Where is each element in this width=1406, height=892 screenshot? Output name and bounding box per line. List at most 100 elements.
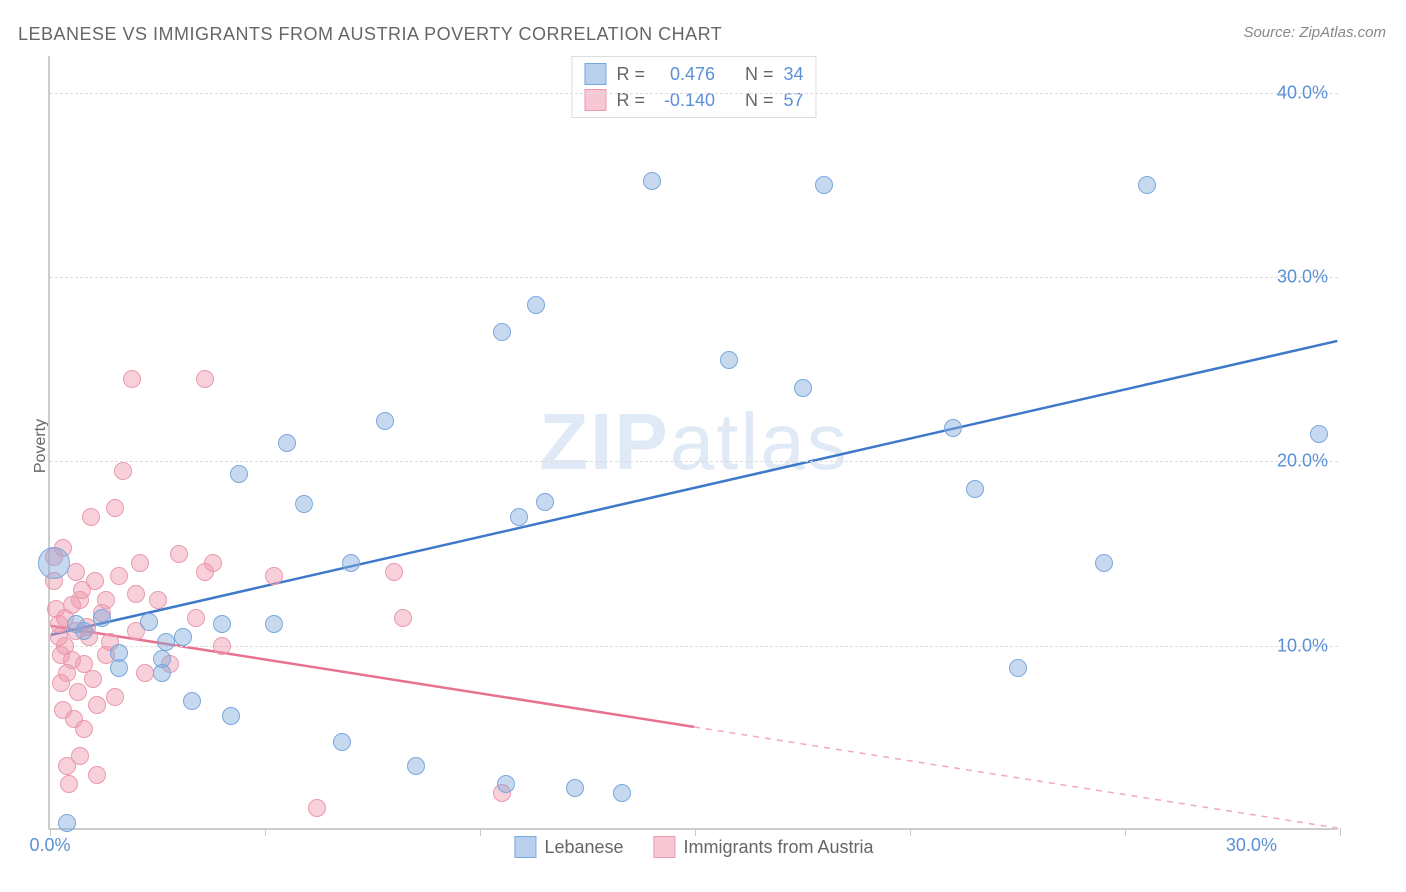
scatter-point-lebanese bbox=[966, 480, 984, 498]
scatter-point-austria bbox=[170, 545, 188, 563]
scatter-point-austria bbox=[97, 591, 115, 609]
scatter-point-lebanese bbox=[183, 692, 201, 710]
scatter-point-austria bbox=[187, 609, 205, 627]
y-tick-label: 20.0% bbox=[1277, 451, 1328, 472]
scatter-point-lebanese bbox=[643, 172, 661, 190]
scatter-point-lebanese bbox=[157, 633, 175, 651]
watermark-bold: ZIP bbox=[539, 397, 669, 486]
scatter-point-lebanese bbox=[222, 707, 240, 725]
scatter-point-lebanese bbox=[720, 351, 738, 369]
scatter-point-austria bbox=[86, 572, 104, 590]
scatter-point-lebanese bbox=[58, 814, 76, 832]
scatter-point-austria bbox=[123, 370, 141, 388]
n-label: N = bbox=[745, 64, 774, 85]
gridline bbox=[50, 646, 1338, 647]
legend-item-austria: Immigrants from Austria bbox=[654, 836, 874, 858]
scatter-point-lebanese bbox=[407, 757, 425, 775]
plot-area: ZIPatlas R = 0.476 N = 34 R = -0.140 N =… bbox=[48, 56, 1338, 830]
scatter-point-lebanese bbox=[376, 412, 394, 430]
y-tick-label: 40.0% bbox=[1277, 82, 1328, 103]
scatter-point-austria bbox=[394, 609, 412, 627]
watermark: ZIPatlas bbox=[539, 396, 848, 488]
x-tick-mark bbox=[1340, 828, 1341, 836]
correlation-legend: R = 0.476 N = 34 R = -0.140 N = 57 bbox=[571, 56, 816, 118]
legend-label-austria: Immigrants from Austria bbox=[684, 837, 874, 858]
swatch-lebanese bbox=[584, 63, 606, 85]
y-tick-label: 10.0% bbox=[1277, 635, 1328, 656]
scatter-point-austria bbox=[149, 591, 167, 609]
x-tick-mark bbox=[265, 828, 266, 836]
chart-container: LEBANESE VS IMMIGRANTS FROM AUSTRIA POVE… bbox=[0, 0, 1406, 892]
scatter-point-austria bbox=[71, 747, 89, 765]
scatter-point-austria bbox=[60, 775, 78, 793]
scatter-point-lebanese bbox=[333, 733, 351, 751]
scatter-point-lebanese bbox=[342, 554, 360, 572]
scatter-point-austria bbox=[308, 799, 326, 817]
scatter-point-lebanese bbox=[536, 493, 554, 511]
scatter-point-lebanese bbox=[278, 434, 296, 452]
scatter-point-austria bbox=[204, 554, 222, 572]
swatch-lebanese-bottom bbox=[514, 836, 536, 858]
scatter-point-austria bbox=[110, 567, 128, 585]
scatter-point-lebanese bbox=[75, 622, 93, 640]
legend-item-lebanese: Lebanese bbox=[514, 836, 623, 858]
scatter-point-lebanese bbox=[510, 508, 528, 526]
chart-title: LEBANESE VS IMMIGRANTS FROM AUSTRIA POVE… bbox=[18, 24, 722, 45]
scatter-point-lebanese bbox=[93, 609, 111, 627]
scatter-point-lebanese bbox=[794, 379, 812, 397]
x-tick-label: 0.0% bbox=[29, 835, 70, 856]
scatter-point-austria bbox=[88, 696, 106, 714]
scatter-point-lebanese bbox=[944, 419, 962, 437]
scatter-point-lebanese bbox=[153, 664, 171, 682]
scatter-point-lebanese bbox=[110, 644, 128, 662]
scatter-point-austria bbox=[75, 720, 93, 738]
source-attribution: Source: ZipAtlas.com bbox=[1243, 24, 1386, 41]
scatter-point-lebanese bbox=[1310, 425, 1328, 443]
x-tick-label: 30.0% bbox=[1226, 835, 1277, 856]
x-tick-mark bbox=[910, 828, 911, 836]
scatter-point-lebanese bbox=[1009, 659, 1027, 677]
x-tick-mark bbox=[480, 828, 481, 836]
legend-row-lebanese: R = 0.476 N = 34 bbox=[584, 61, 803, 87]
scatter-point-austria bbox=[127, 585, 145, 603]
legend-label-lebanese: Lebanese bbox=[544, 837, 623, 858]
scatter-point-lebanese bbox=[493, 323, 511, 341]
scatter-point-lebanese bbox=[140, 613, 158, 631]
series-legend: Lebanese Immigrants from Austria bbox=[514, 836, 873, 858]
x-tick-mark bbox=[1125, 828, 1126, 836]
scatter-point-austria bbox=[69, 683, 87, 701]
watermark-light: atlas bbox=[670, 397, 849, 486]
x-tick-mark bbox=[695, 828, 696, 836]
scatter-point-austria bbox=[213, 637, 231, 655]
scatter-point-lebanese bbox=[38, 547, 70, 579]
scatter-point-lebanese bbox=[613, 784, 631, 802]
r-value-lebanese: 0.476 bbox=[655, 64, 715, 85]
scatter-point-austria bbox=[106, 688, 124, 706]
scatter-point-lebanese bbox=[230, 465, 248, 483]
scatter-point-austria bbox=[131, 554, 149, 572]
gridline bbox=[50, 93, 1338, 94]
scatter-point-austria bbox=[84, 670, 102, 688]
scatter-point-austria bbox=[82, 508, 100, 526]
gridline bbox=[50, 461, 1338, 462]
scatter-point-lebanese bbox=[815, 176, 833, 194]
scatter-point-austria bbox=[88, 766, 106, 784]
scatter-point-austria bbox=[114, 462, 132, 480]
gridline bbox=[50, 277, 1338, 278]
scatter-point-lebanese bbox=[295, 495, 313, 513]
scatter-point-lebanese bbox=[527, 296, 545, 314]
scatter-point-lebanese bbox=[265, 615, 283, 633]
scatter-point-austria bbox=[385, 563, 403, 581]
r-label: R = bbox=[616, 64, 645, 85]
scatter-point-austria bbox=[136, 664, 154, 682]
scatter-point-lebanese bbox=[213, 615, 231, 633]
scatter-point-austria bbox=[106, 499, 124, 517]
scatter-point-austria bbox=[196, 370, 214, 388]
swatch-austria-bottom bbox=[654, 836, 676, 858]
legend-row-austria: R = -0.140 N = 57 bbox=[584, 87, 803, 113]
scatter-point-lebanese bbox=[174, 628, 192, 646]
n-value-lebanese: 34 bbox=[784, 64, 804, 85]
scatter-point-lebanese bbox=[1138, 176, 1156, 194]
scatter-point-lebanese bbox=[566, 779, 584, 797]
scatter-point-austria bbox=[265, 567, 283, 585]
